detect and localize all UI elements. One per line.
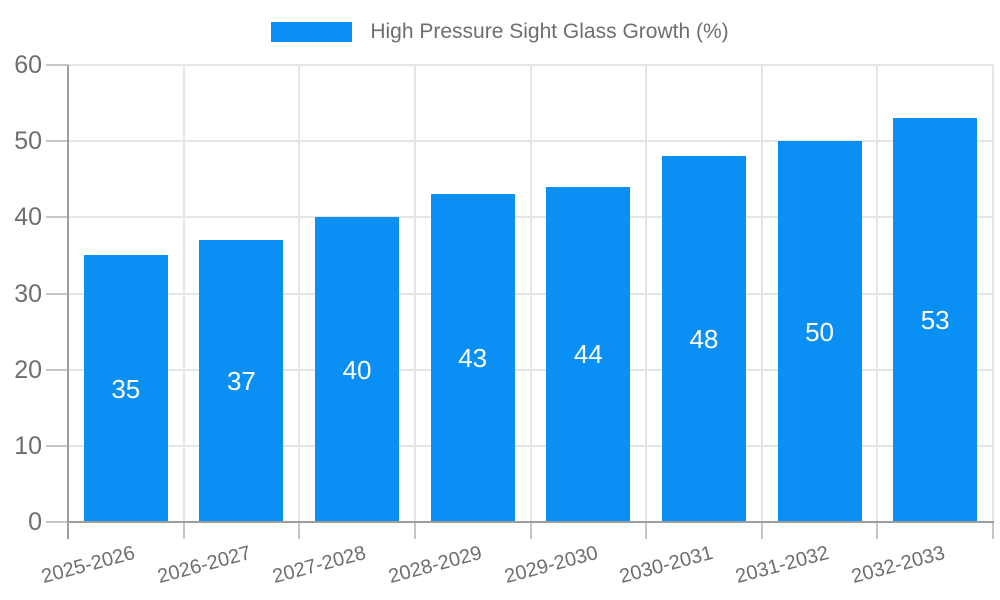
x-tick-label: 2029-2030 — [501, 542, 601, 589]
x-tick-mark — [645, 522, 648, 539]
x-tick-mark — [182, 522, 185, 539]
y-tick-label: 40 — [14, 203, 42, 232]
bar-value-label: 35 — [111, 373, 141, 404]
y-axis-line — [67, 65, 69, 522]
legend-swatch — [271, 22, 353, 42]
legend: High Pressure Sight Glass Growth (%) — [0, 20, 1000, 44]
x-gridline — [876, 65, 879, 522]
bar — [83, 255, 168, 522]
x-tick-label: 2025-2026 — [39, 542, 138, 589]
x-gridline — [645, 65, 648, 522]
bar-value-label: 44 — [573, 339, 603, 370]
y-tick-mark — [46, 64, 68, 66]
x-gridline — [298, 65, 301, 522]
y-tick-label: 30 — [14, 279, 42, 308]
x-tick-label: 2032-2033 — [848, 542, 947, 589]
y-tick-label: 60 — [14, 51, 42, 79]
x-tick-mark — [67, 522, 69, 539]
bar — [661, 156, 746, 522]
bar — [893, 118, 978, 522]
y-tick-mark — [46, 292, 68, 295]
y-tick-label: 10 — [14, 431, 42, 460]
y-tick-mark — [46, 521, 68, 523]
bar-value-label: 48 — [689, 324, 719, 355]
bar — [546, 186, 631, 522]
x-tick-label: 2031-2032 — [733, 542, 832, 589]
y-tick-mark — [46, 216, 68, 219]
bar-value-label: 50 — [805, 316, 835, 347]
bar — [315, 217, 400, 522]
y-tick-label: 0 — [28, 508, 42, 536]
y-tick-mark — [46, 140, 68, 143]
x-tick-mark — [992, 522, 994, 539]
x-tick-mark — [529, 522, 532, 539]
bar-value-label: 53 — [920, 305, 950, 336]
legend-label: High Pressure Sight Glass Growth (%) — [370, 20, 729, 43]
bar-value-label: 43 — [458, 343, 488, 374]
x-gridline — [413, 65, 416, 522]
x-gridline — [529, 65, 532, 522]
x-axis-line — [67, 521, 994, 523]
bar-value-label: 37 — [226, 366, 256, 397]
x-tick-label: 2030-2031 — [617, 542, 716, 589]
x-tick-label: 2026-2027 — [155, 542, 254, 589]
x-gridline — [182, 65, 185, 522]
bar-value-label: 40 — [342, 354, 372, 385]
bar — [199, 240, 284, 522]
x-tick-mark — [298, 522, 301, 539]
bar — [777, 141, 862, 522]
y-tick-mark — [46, 368, 68, 371]
y-tick-label: 50 — [14, 127, 42, 156]
x-gridline — [992, 65, 994, 522]
x-tick-mark — [760, 522, 763, 539]
y-tick-mark — [46, 444, 68, 447]
x-gridline — [760, 65, 763, 522]
x-tick-label: 2027-2028 — [270, 542, 369, 589]
x-tick-mark — [413, 522, 416, 539]
x-tick-mark — [876, 522, 879, 539]
x-tick-label: 2028-2029 — [386, 542, 485, 589]
bar — [430, 194, 515, 522]
y-tick-label: 20 — [14, 355, 42, 384]
